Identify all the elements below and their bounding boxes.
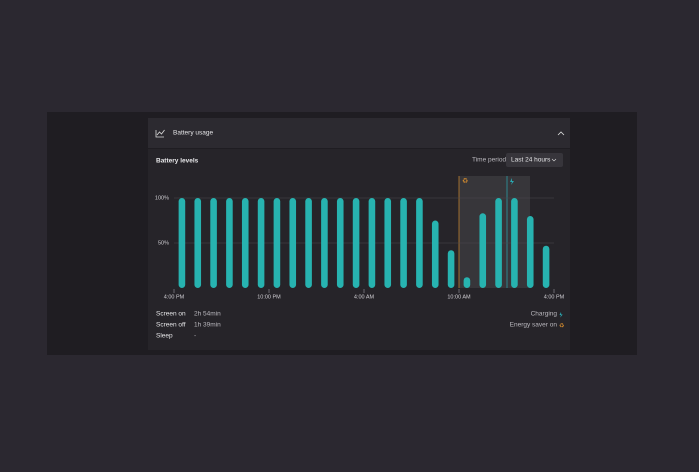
bar xyxy=(400,198,407,288)
bar xyxy=(384,198,392,288)
period-dropdown[interactable] xyxy=(506,153,563,167)
bar xyxy=(226,198,233,288)
legend-energy-icon: ♻ xyxy=(559,323,564,330)
bar xyxy=(336,198,344,288)
bar xyxy=(241,198,249,288)
bar xyxy=(463,277,471,288)
x-tick-label: 10:00 PM xyxy=(257,294,281,300)
legend-label: Energy saver on xyxy=(510,322,558,329)
collapse-chevron[interactable] xyxy=(557,131,565,136)
bar xyxy=(368,198,376,288)
bar xyxy=(447,250,455,288)
bar xyxy=(321,198,328,288)
legend-charging-icon xyxy=(559,312,563,318)
plot: 50% 100% 4:00 PM 10:00 PM 4:00 AM 10:00 AM 4:0… xyxy=(155,195,565,300)
period-value: Last 24 hours xyxy=(511,157,551,164)
stat-label: Sleep xyxy=(156,333,173,340)
bar xyxy=(511,198,518,288)
charging-icon xyxy=(510,178,514,185)
energy-charge-region xyxy=(459,176,530,288)
dropdown-chevron xyxy=(551,158,557,162)
x-tick-label: 10:00 AM xyxy=(447,294,471,300)
y-tick-label: 50% xyxy=(158,240,169,246)
stat-label: Screen off xyxy=(156,322,186,329)
bar xyxy=(542,245,550,288)
period-label: Time period: xyxy=(472,157,508,164)
bar xyxy=(289,198,297,288)
y-tick-label: 100% xyxy=(155,195,169,201)
bar xyxy=(178,198,186,288)
bar xyxy=(526,216,534,288)
x-tick-label: 4:00 PM xyxy=(164,294,185,300)
bar xyxy=(495,198,502,288)
bar xyxy=(305,198,312,288)
card-header[interactable] xyxy=(148,118,570,148)
chart-icon xyxy=(155,129,165,138)
energy-saver-icon: ♻ xyxy=(462,178,468,185)
header-title: Battery usage xyxy=(173,130,213,137)
bar xyxy=(257,198,265,288)
x-tick-label: 4:00 AM xyxy=(354,294,375,300)
legend-label: Charging xyxy=(531,311,558,318)
stat-value: - xyxy=(194,333,196,340)
bar xyxy=(352,198,360,288)
bar xyxy=(273,198,281,288)
bar xyxy=(210,198,217,288)
stat-value: 2h 54min xyxy=(194,311,221,318)
bar xyxy=(479,213,487,288)
bar xyxy=(416,198,423,288)
x-tick-label: 4:00 PM xyxy=(544,294,565,300)
section-title: Battery levels xyxy=(156,158,199,165)
bar xyxy=(431,220,439,288)
stat-label: Screen on xyxy=(156,311,186,318)
bar xyxy=(194,198,202,288)
stat-value: 1h 39min xyxy=(194,322,221,329)
